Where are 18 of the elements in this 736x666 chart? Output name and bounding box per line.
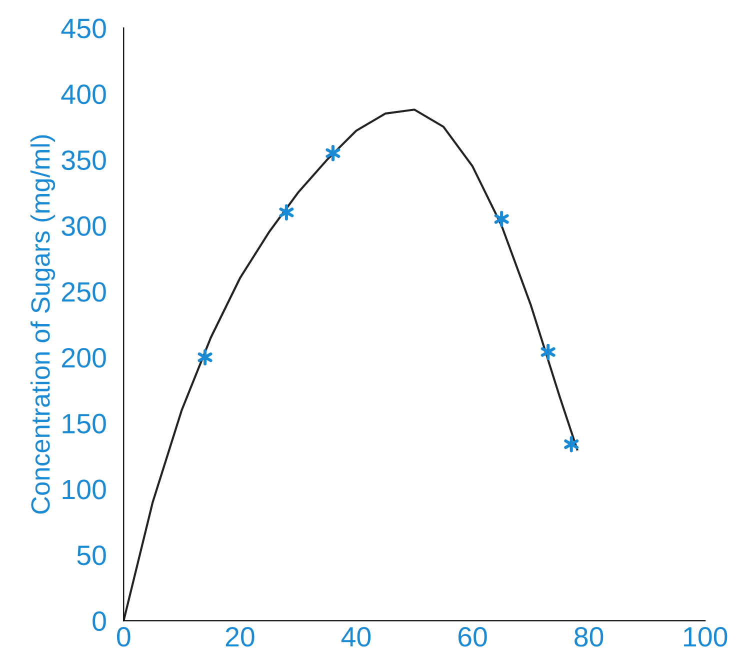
y-tick-label: 300 [62,216,106,236]
line-series [124,108,578,621]
y-tick-label: 400 [61,84,106,104]
x-tick-label: 20 [226,627,254,647]
y-tick-label: 250 [62,282,106,302]
x-tick-label: 0 [117,627,130,647]
x-tick-label: 80 [574,627,604,647]
y-tick-label: 450 [61,18,106,38]
y-tick-label: 50 [77,546,106,566]
y-tick-label: 350 [62,150,106,170]
x-tick-label: 40 [341,627,371,647]
y-tick-label: 200 [62,348,106,368]
y-tick-label: 150 [62,414,106,434]
x-tick-label: 100 [684,627,728,647]
y-tick-label: 0 [92,611,106,632]
x-tick-label: 60 [458,627,487,647]
y-axis-title: Concentration of Sugars (mg/ml) [30,135,56,514]
y-tick-label: 100 [62,480,106,500]
